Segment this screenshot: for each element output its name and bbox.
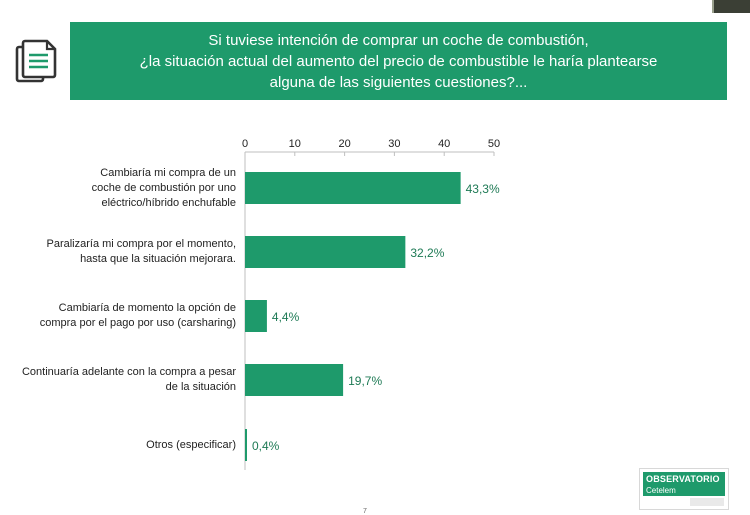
- data-label: 4,4%: [272, 310, 300, 324]
- logo-line2: Cetelem: [643, 486, 725, 496]
- category-label: Otros (especificar): [0, 438, 236, 453]
- category-label: Cambiaría de momento la opción de compra …: [0, 301, 236, 331]
- bar: [245, 300, 267, 332]
- x-tick-label: 30: [388, 138, 400, 150]
- video-thumbnail: [712, 0, 750, 13]
- data-label: 0,4%: [252, 439, 280, 453]
- category-label-line: compra por el pago por uso (carsharing): [39, 317, 236, 329]
- x-tick-label: 20: [338, 138, 350, 150]
- bar: [245, 172, 461, 204]
- x-tick-label: 50: [488, 138, 500, 150]
- title-line: alguna de las siguientes cuestiones?...: [269, 73, 528, 91]
- category-label: Cambiaría mi compra de un coche de combus…: [0, 166, 236, 211]
- bar: [245, 429, 247, 461]
- category-label-line: hasta que la situación mejorara.: [80, 253, 236, 265]
- title-line: Si tuviese intención de comprar un coche…: [208, 31, 589, 49]
- observatorio-logo: OBSERVATORIO Cetelem: [639, 468, 729, 510]
- category-label-line: Otros (especificar): [146, 438, 236, 451]
- chart-title: Si tuviese intención de comprar un coche…: [70, 22, 727, 100]
- category-label-line: Paralizaría mi compra por el momento,: [46, 238, 236, 250]
- category-label-line: Continuaría adelante con la compra a pes…: [21, 366, 236, 378]
- logo-partner-strip: [690, 498, 724, 506]
- category-label-line: eléctrico/híbrido enchufable: [101, 196, 236, 209]
- document-icon: [15, 39, 57, 83]
- category-label-line: Cambiaría mi compra de un: [100, 166, 236, 179]
- data-label: 19,7%: [348, 374, 382, 388]
- bar: [245, 364, 344, 396]
- page-number: 7: [363, 508, 367, 515]
- x-tick-label: 0: [242, 138, 248, 150]
- category-label-line: de la situación: [165, 381, 236, 393]
- x-tick-label: 10: [289, 138, 301, 150]
- data-label: 43,3%: [466, 182, 500, 196]
- category-label: Continuaría adelante con la compra a pes…: [0, 365, 236, 395]
- category-label: Paralizaría mi compra por el momento, has…: [0, 237, 236, 267]
- bar: [245, 236, 406, 268]
- title-line: ¿la situación actual del aumento del pre…: [139, 52, 658, 70]
- logo-line1: OBSERVATORIO: [643, 472, 725, 486]
- data-label: 32,2%: [410, 246, 444, 260]
- category-label-line: coche de combustión por uno: [91, 181, 236, 194]
- x-tick-label: 40: [438, 138, 450, 150]
- category-label-line: Cambiaría de momento la opción de: [58, 302, 236, 314]
